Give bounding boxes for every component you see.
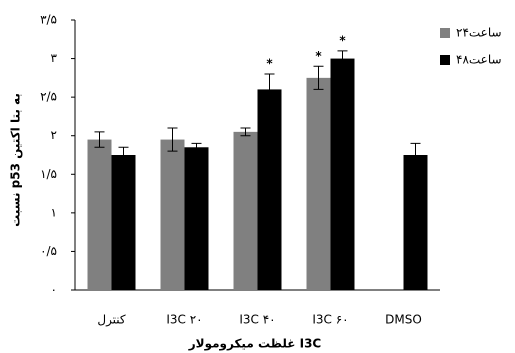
- error-bar: [313, 65, 324, 90]
- bar: [257, 89, 282, 290]
- y-tick-label: ۰: [51, 283, 57, 297]
- bar: [330, 58, 355, 291]
- error-bar: [191, 142, 202, 152]
- significance-mark: *: [339, 33, 346, 47]
- significance-mark: *: [266, 57, 273, 71]
- error-bar: [410, 142, 421, 168]
- legend-swatch: [440, 28, 450, 38]
- x-axis-label: غلظت میکرومولار I3C: [188, 337, 322, 352]
- y-tick-label: ۲/۵: [40, 90, 57, 104]
- legend-swatch: [440, 55, 450, 65]
- bar: [233, 131, 258, 290]
- y-tick-label: ۳: [51, 51, 58, 65]
- error-bar: [94, 131, 105, 148]
- x-tick-label: I3C ۴۰: [239, 313, 275, 327]
- significance-mark: *: [315, 49, 322, 63]
- x-tick-label: I3C ۶۰: [312, 313, 348, 327]
- bar: [160, 139, 185, 290]
- error-bar: [337, 50, 348, 67]
- error-bar: [240, 127, 251, 137]
- x-tick-label: کنترل: [97, 313, 126, 328]
- bar: [403, 155, 428, 290]
- y-tick-label: ۳/۵: [40, 13, 57, 27]
- x-tick-label: I3C ۲۰: [166, 313, 202, 327]
- bar: [111, 155, 136, 290]
- bar: [184, 147, 209, 290]
- y-tick-label: ۰/۵: [40, 244, 57, 258]
- error-bar: [167, 127, 178, 152]
- y-axis-label: نسبت p53 به بتا اکتین: [9, 93, 23, 227]
- y-tick-label: ۱: [51, 205, 57, 219]
- legend-label: ۲۴ساعت: [456, 26, 502, 40]
- x-tick-label: DMSO: [385, 313, 422, 327]
- error-bar: [118, 146, 129, 164]
- bar: [306, 77, 331, 290]
- legend-label: ۴۸ساعت: [456, 53, 502, 67]
- y-tick-label: ۲: [51, 128, 57, 142]
- error-bar: [264, 73, 275, 106]
- y-tick-label: ۱/۵: [40, 167, 57, 181]
- bar: [87, 139, 112, 290]
